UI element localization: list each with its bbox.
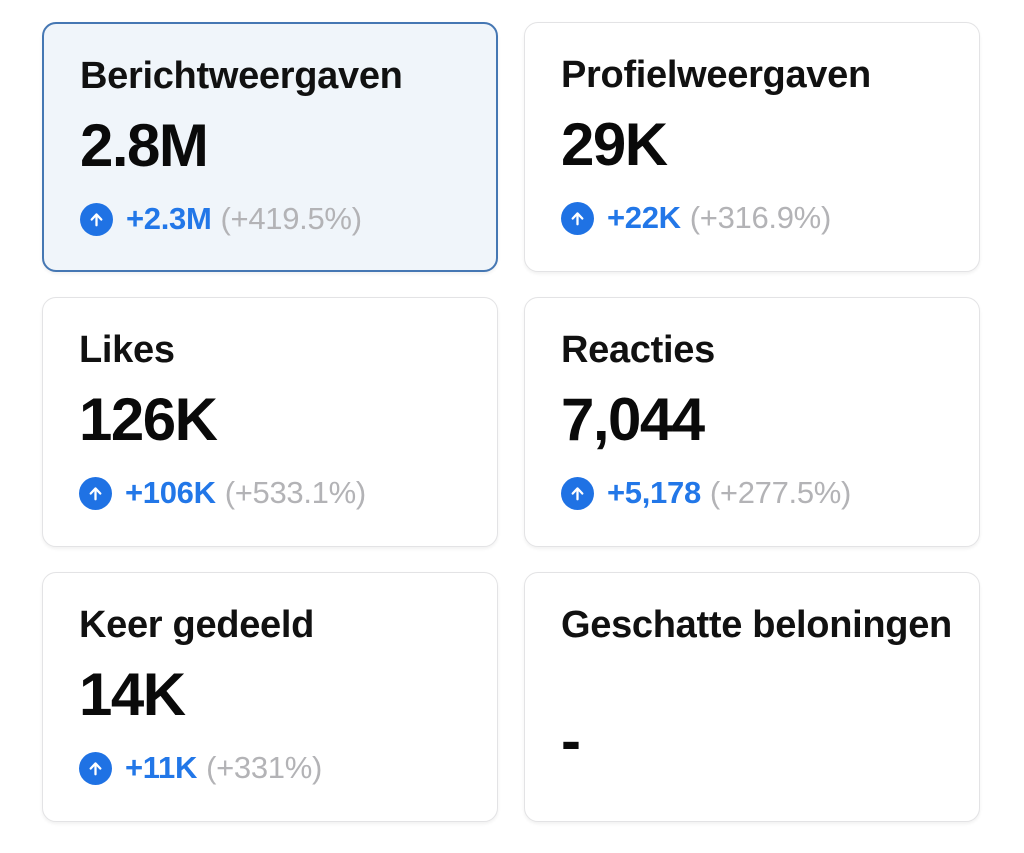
stat-card-title: Keer gedeeld xyxy=(79,604,315,646)
delta-value: +106K xyxy=(125,475,216,510)
stat-card-comments[interactable]: Reacties 7,044 +5,178 (+277.5%) xyxy=(524,297,980,547)
delta-value: +5,178 xyxy=(607,475,701,510)
stat-card-estimated-rewards[interactable]: Geschatte beloningen - xyxy=(524,572,980,822)
stat-card-delta: +5,178 (+277.5%) xyxy=(561,475,945,510)
trend-up-icon xyxy=(79,476,112,510)
stat-card-value: 29K xyxy=(561,111,668,178)
stat-card-title: Profielweergaven xyxy=(561,54,871,96)
trend-up-icon xyxy=(80,202,113,236)
stat-card-title: Likes xyxy=(79,329,175,371)
trend-up-icon xyxy=(561,201,594,235)
delta-percent: (+316.9%) xyxy=(689,200,832,235)
delta-value: +11K xyxy=(125,750,198,785)
stat-card-delta: +106K (+533.1%) xyxy=(79,475,463,510)
stat-card-value: 7,044 xyxy=(561,386,705,453)
stat-card-value: 2.8M xyxy=(80,112,209,179)
trend-up-icon xyxy=(561,476,594,510)
delta-percent: (+331%) xyxy=(206,750,322,785)
stat-card-title: Geschatte beloningen xyxy=(561,604,952,646)
delta-percent: (+277.5%) xyxy=(709,475,852,510)
stat-card-likes[interactable]: Likes 126K +106K (+533.1%) xyxy=(42,297,498,547)
stat-card-value: - xyxy=(561,707,581,774)
stat-card-value: 14K xyxy=(79,661,186,728)
stat-card-title: Berichtweergaven xyxy=(80,55,403,97)
trend-up-icon xyxy=(79,751,112,785)
stat-card-profile-views[interactable]: Profielweergaven 29K +22K (+316.9%) xyxy=(524,22,980,272)
stat-card-delta: +22K (+316.9%) xyxy=(561,200,945,235)
stat-card-delta: +2.3M (+419.5%) xyxy=(80,201,462,236)
delta-value: +22K xyxy=(607,200,681,235)
stat-card-post-views[interactable]: Berichtweergaven 2.8M +2.3M (+419.5%) xyxy=(42,22,498,272)
stat-card-value: 126K xyxy=(79,386,218,453)
stat-card-delta: +11K (+331%) xyxy=(79,750,463,785)
delta-percent: (+419.5%) xyxy=(220,201,363,236)
stat-card-shares[interactable]: Keer gedeeld 14K +11K (+331%) xyxy=(42,572,498,822)
delta-value: +2.3M xyxy=(126,201,212,236)
delta-percent: (+533.1%) xyxy=(224,475,367,510)
stat-card-title: Reacties xyxy=(561,329,715,371)
